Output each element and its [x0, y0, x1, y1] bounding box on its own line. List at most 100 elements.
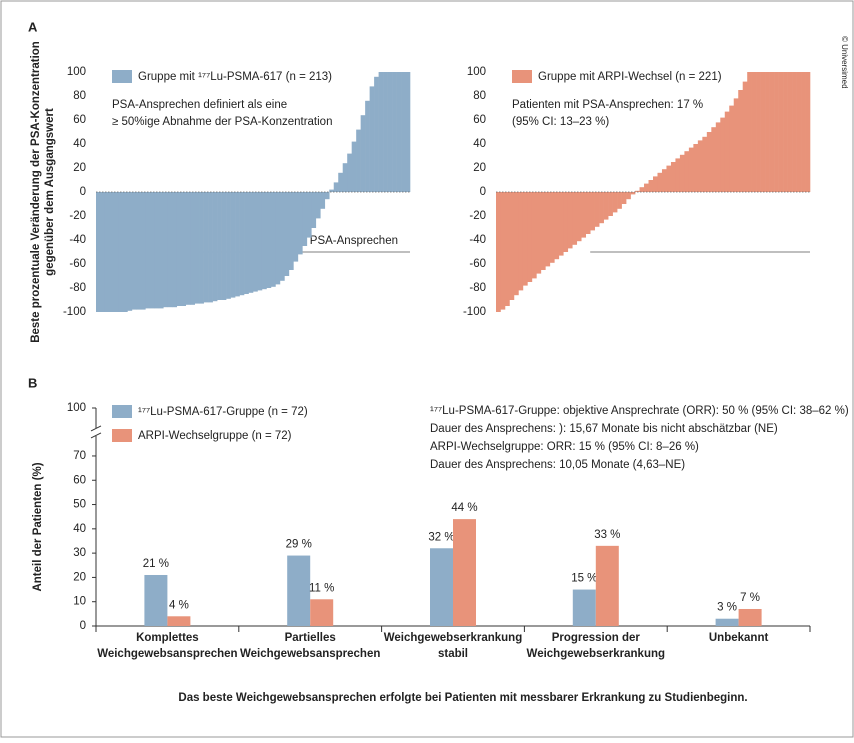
bar [554, 192, 560, 260]
bar [430, 548, 453, 626]
y-tick-label: -20 [469, 210, 486, 222]
bar [158, 192, 164, 309]
y-axis-label: Anteil der Patienten (%) [32, 462, 44, 591]
legend-label: Gruppe mit ¹⁷⁷Lu-PSMA-617 (n = 213) [138, 71, 332, 83]
bar [657, 172, 663, 192]
bar [621, 192, 627, 204]
bar [496, 192, 501, 312]
y-tick-label: 40 [73, 138, 86, 150]
bar [401, 72, 406, 192]
bar [235, 192, 240, 297]
axis-break [90, 432, 102, 439]
y-tick-label: 60 [73, 474, 86, 486]
bar [751, 72, 757, 192]
bar [181, 192, 187, 306]
bar [675, 158, 681, 192]
bar [145, 192, 151, 309]
bar [648, 180, 654, 192]
legend-swatch [112, 429, 132, 442]
bar [635, 190, 640, 192]
bar [796, 72, 802, 192]
y-tick-label: 100 [67, 66, 86, 78]
annotation: ≥ 50%ige Abnahme der PSA-Konzentration [112, 116, 332, 128]
bar [747, 72, 752, 192]
bar [590, 192, 595, 231]
bar [644, 183, 649, 192]
bar [801, 72, 806, 192]
bar [558, 192, 564, 256]
bar [765, 72, 770, 192]
bar [266, 192, 272, 288]
y-tick-label: 100 [67, 402, 86, 414]
y-tick-label: -80 [69, 282, 86, 294]
bar [306, 192, 312, 238]
y-tick-label: -100 [463, 306, 486, 318]
legend-swatch [512, 70, 532, 83]
bar [563, 192, 569, 252]
bar [572, 589, 596, 626]
bar [603, 192, 609, 220]
bar [167, 192, 173, 308]
bar [100, 192, 106, 312]
bar [630, 192, 636, 195]
bar [453, 519, 476, 626]
bar [203, 192, 209, 303]
bar [792, 72, 797, 192]
bar [172, 192, 178, 308]
y-tick-label: 20 [73, 162, 86, 174]
x-tick-label: Unbekannt [709, 632, 769, 644]
bar [679, 154, 685, 192]
bar [378, 72, 384, 192]
bar [599, 192, 604, 224]
x-tick-label: stabil [438, 648, 468, 660]
x-tick-label: Weichgewebserkrankung [527, 648, 665, 660]
bar [653, 176, 658, 192]
y-tick-label: 50 [73, 499, 86, 511]
bar [212, 192, 218, 302]
bar [540, 192, 546, 270]
bar [104, 192, 110, 312]
bar [536, 192, 542, 274]
bar [513, 192, 519, 296]
annotation: (95% CI: 13–23 %) [512, 116, 609, 128]
bar [729, 105, 735, 192]
bar [715, 122, 721, 192]
bar [217, 192, 222, 300]
bar [581, 192, 587, 238]
bar [96, 192, 101, 312]
bar [288, 192, 294, 270]
bar [176, 192, 182, 306]
legend-swatch [112, 405, 132, 418]
x-tick-label: Komplettes [136, 632, 199, 644]
y-tick-label: 40 [473, 138, 486, 150]
bar [311, 192, 317, 228]
bar [715, 618, 739, 626]
axis-break [90, 425, 102, 432]
bar [284, 192, 290, 276]
y-tick-label: 0 [480, 186, 486, 198]
bar [257, 192, 263, 291]
bar [239, 192, 245, 296]
y-tick-label: 20 [73, 571, 86, 583]
y-axis-label: gegenüber dem Ausgangswert [44, 108, 56, 276]
y-tick-label: 10 [73, 596, 86, 608]
bar [131, 192, 137, 310]
legend-label: ARPI-Wechselgruppe (n = 72) [138, 430, 292, 442]
bar [333, 182, 339, 192]
legend-swatch [112, 70, 132, 83]
y-tick-label: 30 [73, 547, 86, 559]
bar [527, 192, 533, 282]
legend-label: Gruppe mit ARPI-Wechsel (n = 221) [538, 71, 722, 83]
y-tick-label: 80 [473, 90, 486, 102]
value-label: 11 % [309, 582, 334, 594]
bar [706, 132, 712, 192]
bar [194, 192, 200, 304]
value-label: 32 % [428, 531, 454, 543]
bar [787, 72, 793, 192]
bar [639, 187, 645, 192]
bar [724, 111, 730, 192]
bar [208, 192, 213, 303]
bar [315, 192, 321, 219]
bar [230, 192, 236, 298]
